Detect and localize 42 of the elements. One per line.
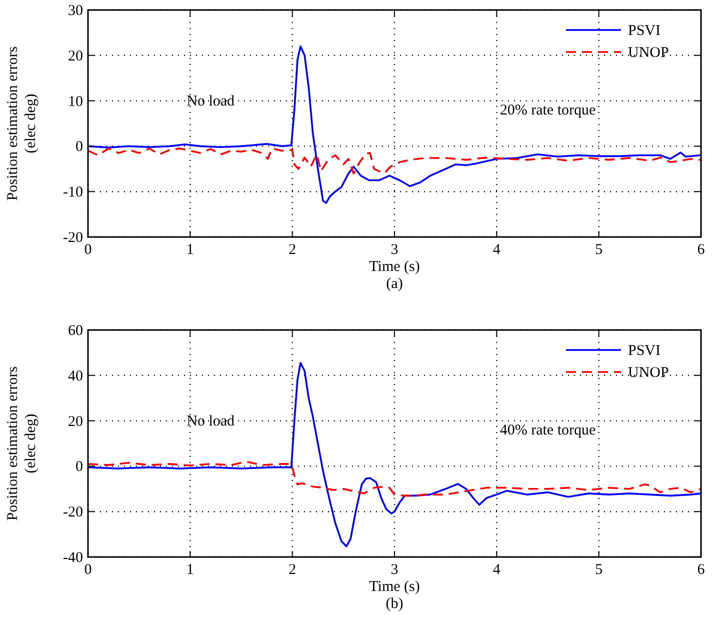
x-tick-label: 2: [288, 562, 296, 578]
y-tick-label: 30: [68, 3, 83, 19]
legend-label: UNOP: [628, 365, 669, 381]
x-axis-title: Time (s): [369, 259, 420, 275]
x-tick-label: 1: [186, 242, 194, 258]
x-tick-label: 6: [697, 562, 706, 578]
y-tick-label: -20: [63, 504, 83, 521]
legend-label: PSVI: [628, 343, 661, 359]
y-tick-label: 20: [68, 414, 83, 430]
y-tick-label: 0: [76, 139, 83, 156]
line-series: [87, 362, 702, 548]
text: (a): [386, 276, 403, 292]
y-tick-label: 40: [68, 368, 83, 384]
y-tick-label: 20: [68, 48, 83, 64]
line-series: [87, 460, 702, 497]
x-tick-label: 6: [697, 242, 706, 258]
x-axis-title: Time (s): [369, 579, 420, 595]
x-tick-label: 5: [595, 242, 603, 258]
annotation: 20% rate torque: [500, 102, 596, 118]
text: (b): [386, 596, 404, 612]
y-tick-label: 60: [68, 323, 83, 339]
legend-label: PSVI: [628, 23, 661, 39]
y-axis-title: Position estimation errors (elec deg): [5, 366, 39, 521]
annotation: No load: [186, 413, 236, 430]
annotation: No load: [186, 93, 236, 110]
line-series: [87, 45, 702, 204]
x-tick-label: 3: [390, 242, 398, 258]
y-axis-title: Position estimation errors (elec deg): [5, 46, 39, 201]
y-tick-label: -10: [63, 184, 83, 201]
line-series: [87, 148, 702, 174]
x-tick-label: 3: [390, 562, 398, 578]
x-tick-label: 5: [595, 562, 603, 578]
annotation: 40% rate torque: [500, 422, 596, 438]
y-tick-label: -40: [63, 550, 83, 566]
legend-label: UNOP: [628, 45, 669, 61]
x-tick-label: 4: [492, 562, 501, 578]
y-tick-label: 0: [76, 459, 83, 476]
y-tick-label: -20: [63, 230, 83, 246]
y-tick-label: 10: [68, 94, 83, 110]
x-tick-label: 2: [288, 242, 296, 258]
x-tick-label: 4: [492, 242, 501, 258]
x-tick-label: 1: [186, 562, 194, 578]
